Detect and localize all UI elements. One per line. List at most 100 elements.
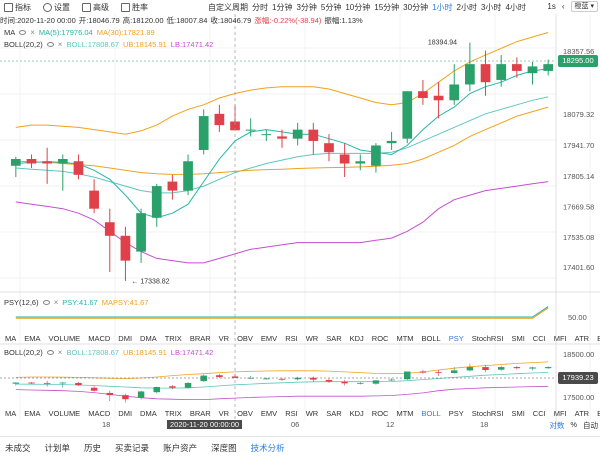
bottom-tab[interactable]: 历史 xyxy=(84,442,102,453)
winrate-button[interactable]: 胜率 xyxy=(121,2,148,13)
timeframe-3m[interactable]: 3分钟 xyxy=(296,2,317,12)
indicator-tab-wr[interactable]: WR xyxy=(305,334,319,343)
timeframe-tick[interactable]: 分时 xyxy=(252,2,268,12)
boll-name: BOLL(20,2) xyxy=(4,39,43,49)
indicator-tab-brar[interactable]: BRAR xyxy=(189,334,211,343)
mini-candle-body xyxy=(310,377,317,380)
indicator-tab-dmi[interactable]: DMI xyxy=(118,409,133,418)
indicator-tab-vr[interactable]: VR xyxy=(218,334,230,343)
indicator-tab-dmi[interactable]: DMI xyxy=(118,334,133,343)
percent-scale-toggle[interactable]: % xyxy=(570,420,577,429)
indicator-tab-dma[interactable]: DMA xyxy=(140,334,157,343)
indicator-tab-volume[interactable]: VOLUME xyxy=(48,334,81,343)
indicator-tab-emv[interactable]: EMV xyxy=(260,409,278,418)
theme-select[interactable]: 橙蓝 ▾ xyxy=(570,1,598,12)
close-icon[interactable]: × xyxy=(53,297,59,307)
ohlc-readout: 时间:2020-11-20 00:00 开:18046.79 高:18120.0… xyxy=(0,15,366,25)
timeframe-2h[interactable]: 2小时 xyxy=(456,2,477,12)
bottom-tab[interactable]: 账户资产 xyxy=(163,442,198,453)
indicator-tab-vr[interactable]: VR xyxy=(218,409,230,418)
mini-candle-body xyxy=(325,380,333,382)
auto-scale-toggle[interactable]: 自动 xyxy=(583,421,598,430)
indicator-tab-wr[interactable]: WR xyxy=(305,409,319,418)
timeframe-5m[interactable]: 5分钟 xyxy=(320,2,342,12)
indicator-tab-psy[interactable]: PSY xyxy=(448,409,464,418)
indicator-tab-boll[interactable]: BOLL xyxy=(421,409,441,418)
indicator-tab-rsi[interactable]: RSI xyxy=(285,334,298,343)
indicator-tab-macd[interactable]: MACD xyxy=(88,334,111,343)
indicator-tab-atr[interactable]: ATR xyxy=(574,334,590,343)
close-icon[interactable]: × xyxy=(57,39,63,49)
indicator-tab-mfi[interactable]: MFI xyxy=(553,334,567,343)
settings-button[interactable]: 设置 xyxy=(43,2,70,13)
indicator-tab-smi[interactable]: SMI xyxy=(511,409,525,418)
indicator-tab-mtm[interactable]: MTM xyxy=(396,409,414,418)
eye-icon[interactable] xyxy=(46,41,54,47)
ma30-line xyxy=(15,106,549,175)
indicator-tab-mfi[interactable]: MFI xyxy=(553,409,567,418)
timeframe-3h[interactable]: 3小时 xyxy=(480,2,502,12)
timeframe-10m[interactable]: 10分钟 xyxy=(345,2,371,12)
indicator-tab-roc[interactable]: ROC xyxy=(371,409,389,418)
indicator-tab-brar[interactable]: BRAR xyxy=(189,409,211,418)
candle-body xyxy=(324,143,334,153)
indicator-tab-volume[interactable]: VOLUME xyxy=(48,409,81,418)
bottom-tab[interactable]: 计划单 xyxy=(44,442,71,453)
eye-icon[interactable] xyxy=(46,349,54,355)
indicator-tab-kdj[interactable]: KDJ xyxy=(349,334,364,343)
indicator-button[interactable]: 指标 xyxy=(4,2,31,13)
indicator-tab-boll[interactable]: BOLL xyxy=(421,334,441,343)
indicator-tab-ema[interactable]: EMA xyxy=(24,409,41,418)
log-scale-toggle[interactable]: 对数 xyxy=(549,421,565,430)
indicator-tab-stochrsi[interactable]: StochRSI xyxy=(471,409,504,418)
indicator-tab-cci[interactable]: CCI xyxy=(532,334,546,343)
custom-period-button[interactable]: 自定义周期 xyxy=(208,2,248,12)
indicator-tab-rsi[interactable]: RSI xyxy=(285,409,298,418)
indicator-tab-kdj[interactable]: KDJ xyxy=(349,409,364,418)
indicator-tab-roc[interactable]: ROC xyxy=(371,334,389,343)
bottom-tab[interactable]: 技术分析 xyxy=(250,442,285,453)
indicator-tab-smi[interactable]: SMI xyxy=(511,334,525,343)
mini-candle-body xyxy=(357,382,364,384)
close-icon[interactable]: × xyxy=(57,347,63,357)
timeframe-4h[interactable]: 4小时 xyxy=(505,2,526,12)
speed-button[interactable]: 1s xyxy=(547,2,556,11)
timeframe-1m[interactable]: 1分钟 xyxy=(272,2,293,12)
close-icon[interactable]: × xyxy=(30,27,35,37)
eye-icon[interactable] xyxy=(42,299,50,305)
bottom-tab[interactable]: 买卖记录 xyxy=(115,442,150,453)
indicator-tab-sar[interactable]: SAR xyxy=(326,409,342,418)
indicator-tab-bbw[interactable]: BBW xyxy=(597,334,600,343)
indicator-tab-obv[interactable]: OBV xyxy=(237,409,253,418)
indicator-tab-psy[interactable]: PSY xyxy=(448,334,464,343)
chevron-left-icon[interactable]: ‹ xyxy=(561,2,565,11)
indicator-tab-bbw[interactable]: BBW xyxy=(597,409,600,418)
candle-body xyxy=(339,154,350,164)
candle-body xyxy=(42,161,52,164)
indicator-tab-stochrsi[interactable]: StochRSI xyxy=(471,334,504,343)
indicator-tab-ema[interactable]: EMA xyxy=(24,334,41,343)
timeframe-1h[interactable]: 1小时 xyxy=(432,2,453,12)
indicator-tab-mtm[interactable]: MTM xyxy=(396,334,414,343)
eye-icon[interactable] xyxy=(19,29,27,35)
indicator-tab-ma[interactable]: MA xyxy=(5,334,17,343)
indicator-tab-ma[interactable]: MA xyxy=(5,409,17,418)
timeframe-30m[interactable]: 30分钟 xyxy=(403,2,429,12)
indicator-tab-emv[interactable]: EMV xyxy=(260,334,278,343)
bottom-tab[interactable]: 未成交 xyxy=(5,442,31,453)
ma5-value: MA(5):17976.04 xyxy=(38,27,93,37)
indicator-tab-trix[interactable]: TRIX xyxy=(164,409,182,418)
indicator-tab-sar[interactable]: SAR xyxy=(326,334,342,343)
ohlc-low: 低:18007.84 xyxy=(166,16,208,25)
indicator-tab-trix[interactable]: TRIX xyxy=(164,334,182,343)
price-axis-label: 17805.14 xyxy=(563,172,594,181)
timeframe-15m[interactable]: 15分钟 xyxy=(374,2,400,12)
advanced-button[interactable]: 高级 xyxy=(82,2,109,13)
indicator-tab-cci[interactable]: CCI xyxy=(532,409,546,418)
indicator-tab-atr[interactable]: ATR xyxy=(574,409,590,418)
indicator-tab-dma[interactable]: DMA xyxy=(140,409,157,418)
indicator-tab-obv[interactable]: OBV xyxy=(237,334,253,343)
indicator-tab-macd[interactable]: MACD xyxy=(88,409,111,418)
bottom-tab[interactable]: 深度图 xyxy=(211,442,237,453)
